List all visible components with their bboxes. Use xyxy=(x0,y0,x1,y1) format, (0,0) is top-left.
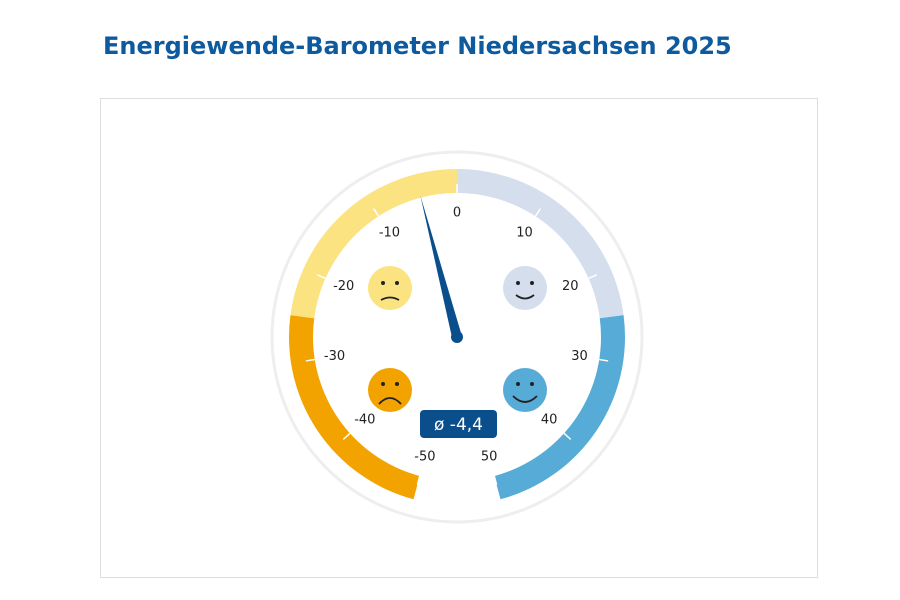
value-label: ø -4,4 xyxy=(434,415,483,435)
tick-mark xyxy=(563,432,572,440)
tick-mark xyxy=(588,274,598,280)
tick-label: -20 xyxy=(333,279,354,294)
gauge-band xyxy=(288,315,420,500)
tick-label: 50 xyxy=(481,449,498,464)
needle-pivot xyxy=(451,331,463,343)
tick-mark xyxy=(342,432,351,440)
tick-mark xyxy=(316,274,326,280)
value-box xyxy=(420,410,497,438)
face-unhappy xyxy=(368,266,412,310)
face-very-happy xyxy=(503,368,547,412)
tick-mark xyxy=(599,358,609,362)
tick-mark xyxy=(305,358,315,362)
tick-label: -30 xyxy=(324,349,345,364)
needle xyxy=(420,195,462,339)
tick-label: 0 xyxy=(453,206,461,221)
gauge-band xyxy=(290,169,457,319)
tick-mark xyxy=(416,475,421,485)
tick-label: -50 xyxy=(414,449,435,464)
chart-title: Energiewende-Barometer Niedersachsen 202… xyxy=(103,32,732,60)
faces xyxy=(368,266,547,412)
tick-mark xyxy=(493,475,498,485)
tick-label: 40 xyxy=(541,412,558,427)
tick-label: 10 xyxy=(516,226,533,241)
gauge-band xyxy=(494,315,625,500)
face-happy xyxy=(503,266,547,310)
tick-mark xyxy=(373,208,380,217)
face-very-unhappy xyxy=(368,368,412,412)
tick-label: 30 xyxy=(571,349,588,364)
gauge-band xyxy=(457,169,624,319)
tick-label: 20 xyxy=(562,279,579,294)
tick-label: -40 xyxy=(354,412,375,427)
tick-mark xyxy=(534,208,541,217)
tick-label: -10 xyxy=(379,226,400,241)
